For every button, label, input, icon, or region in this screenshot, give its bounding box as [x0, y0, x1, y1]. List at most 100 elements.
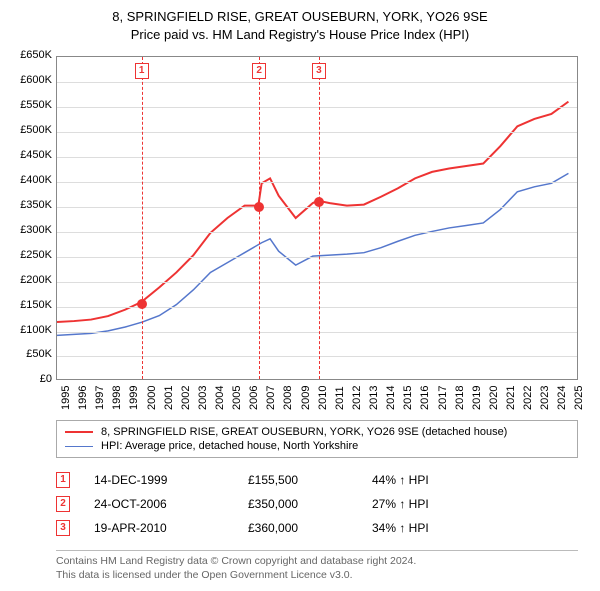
- x-tick-label: 2015: [402, 386, 404, 410]
- x-tick-label: 2025: [573, 386, 575, 410]
- x-tick-label: 1997: [94, 386, 96, 410]
- x-tick-label: 2016: [419, 386, 421, 410]
- gridline-h: [57, 307, 577, 308]
- footer: Contains HM Land Registry data © Crown c…: [56, 550, 578, 582]
- plot: 1 2 3: [56, 56, 578, 380]
- legend-item-hpi: HPI: Average price, detached house, Nort…: [65, 439, 569, 453]
- x-tick-label: 2009: [300, 386, 302, 410]
- x-tick-label: 1999: [128, 386, 130, 410]
- sale-marker-box: 3: [312, 63, 326, 79]
- x-tick-label: 2018: [454, 386, 456, 410]
- sale-row: 2 24-OCT-2006 £350,000 27% ↑ HPI: [56, 492, 578, 516]
- y-tick-label: £550K: [12, 99, 52, 111]
- gridline-h: [57, 332, 577, 333]
- gridline-h: [57, 232, 577, 233]
- y-tick-label: £0: [12, 373, 52, 385]
- gridline-h: [57, 132, 577, 133]
- x-tick-label: 2021: [505, 386, 507, 410]
- x-tick-label: 2013: [368, 386, 370, 410]
- sale-row: 1 14-DEC-1999 £155,500 44% ↑ HPI: [56, 468, 578, 492]
- y-tick-label: £650K: [12, 49, 52, 61]
- sale-point-dot: [254, 202, 264, 212]
- x-tick-label: 2012: [351, 386, 353, 410]
- x-tick-label: 1998: [111, 386, 113, 410]
- sale-pct: 34% ↑ HPI: [372, 521, 429, 535]
- y-tick-label: £450K: [12, 149, 52, 161]
- sale-vline: [319, 57, 320, 379]
- y-tick-label: £500K: [12, 124, 52, 136]
- sales-table: 1 14-DEC-1999 £155,500 44% ↑ HPI 2 24-OC…: [56, 468, 578, 540]
- legend-label-property: 8, SPRINGFIELD RISE, GREAT OUSEBURN, YOR…: [101, 426, 507, 438]
- series-property: [57, 102, 568, 322]
- sale-date: 19-APR-2010: [94, 521, 224, 535]
- sale-price: £155,500: [248, 473, 348, 487]
- x-tick-label: 2014: [385, 386, 387, 410]
- title-line2: Price paid vs. HM Land Registry's House …: [12, 26, 588, 44]
- sale-marker: 3: [56, 520, 70, 536]
- x-tick-label: 2023: [539, 386, 541, 410]
- footer-line1: Contains HM Land Registry data © Crown c…: [56, 555, 578, 569]
- sale-vline: [259, 57, 260, 379]
- sale-marker-box: 2: [252, 63, 266, 79]
- x-tick-label: 1996: [77, 386, 79, 410]
- sale-pct: 44% ↑ HPI: [372, 473, 429, 487]
- x-tick-label: 2024: [556, 386, 558, 410]
- legend-label-hpi: HPI: Average price, detached house, Nort…: [101, 440, 358, 452]
- sale-row: 3 19-APR-2010 £360,000 34% ↑ HPI: [56, 516, 578, 540]
- gridline-h: [57, 182, 577, 183]
- y-tick-label: £300K: [12, 224, 52, 236]
- x-tick-label: 2008: [282, 386, 284, 410]
- sale-pct: 27% ↑ HPI: [372, 497, 429, 511]
- legend-swatch-property: [65, 431, 93, 433]
- x-tick-label: 2005: [231, 386, 233, 410]
- gridline-h: [57, 356, 577, 357]
- sale-marker: 1: [56, 472, 70, 488]
- gridline-h: [57, 107, 577, 108]
- y-tick-label: £350K: [12, 199, 52, 211]
- y-tick-label: £100K: [12, 324, 52, 336]
- x-tick-label: 2001: [163, 386, 165, 410]
- footer-line2: This data is licensed under the Open Gov…: [56, 569, 578, 583]
- sale-vline: [142, 57, 143, 379]
- x-tick-label: 2003: [197, 386, 199, 410]
- x-tick-label: 2007: [265, 386, 267, 410]
- x-tick-label: 2022: [522, 386, 524, 410]
- x-tick-label: 2002: [180, 386, 182, 410]
- sale-date: 14-DEC-1999: [94, 473, 224, 487]
- x-tick-label: 2000: [146, 386, 148, 410]
- legend-item-property: 8, SPRINGFIELD RISE, GREAT OUSEBURN, YOR…: [65, 425, 569, 439]
- sale-price: £360,000: [248, 521, 348, 535]
- gridline-h: [57, 82, 577, 83]
- y-tick-label: £150K: [12, 299, 52, 311]
- x-tick-label: 2004: [214, 386, 216, 410]
- sale-marker-box: 1: [135, 63, 149, 79]
- x-tick-label: 2019: [471, 386, 473, 410]
- x-tick-label: 2011: [334, 387, 336, 411]
- gridline-h: [57, 157, 577, 158]
- y-tick-label: £50K: [12, 348, 52, 360]
- x-tick-label: 2020: [488, 386, 490, 410]
- sale-point-dot: [314, 197, 324, 207]
- y-tick-label: £250K: [12, 249, 52, 261]
- legend: 8, SPRINGFIELD RISE, GREAT OUSEBURN, YOR…: [56, 420, 578, 458]
- gridline-h: [57, 257, 577, 258]
- gridline-h: [57, 282, 577, 283]
- gridline-h: [57, 207, 577, 208]
- sale-date: 24-OCT-2006: [94, 497, 224, 511]
- x-tick-label: 1995: [60, 386, 62, 410]
- sale-price: £350,000: [248, 497, 348, 511]
- y-tick-label: £400K: [12, 174, 52, 186]
- chart-area: 1 2 3 £0 £50K £100K £150K £200K £250K £300K £350K…: [12, 52, 588, 412]
- title-line1: 8, SPRINGFIELD RISE, GREAT OUSEBURN, YOR…: [12, 8, 588, 26]
- x-tick-label: 2010: [317, 386, 319, 410]
- y-tick-label: £200K: [12, 274, 52, 286]
- title-block: 8, SPRINGFIELD RISE, GREAT OUSEBURN, YOR…: [12, 8, 588, 44]
- sale-point-dot: [137, 299, 147, 309]
- x-tick-label: 2006: [248, 386, 250, 410]
- chart-container: 8, SPRINGFIELD RISE, GREAT OUSEBURN, YOR…: [0, 0, 600, 591]
- sale-marker: 2: [56, 496, 70, 512]
- y-tick-label: £600K: [12, 74, 52, 86]
- x-tick-label: 2017: [437, 386, 439, 410]
- legend-swatch-hpi: [65, 446, 93, 447]
- series-hpi: [57, 174, 568, 336]
